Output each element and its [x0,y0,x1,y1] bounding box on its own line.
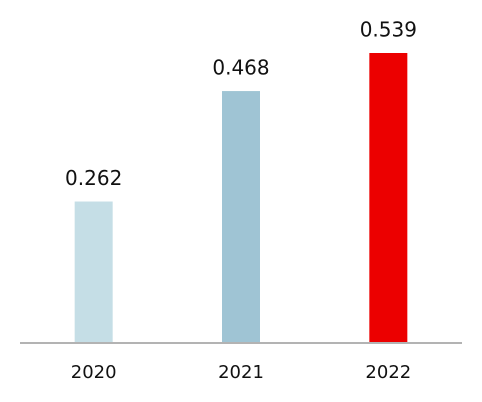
value-label: 0.262 [65,166,122,190]
bar [222,91,260,342]
x-tick-label: 2021 [218,362,264,383]
value-label: 0.468 [212,56,269,80]
x-tick-label: 2020 [71,362,117,383]
bar [74,201,113,342]
value-label: 0.539 [360,18,417,42]
x-tick-label: 2022 [365,362,411,383]
bar [369,53,408,342]
